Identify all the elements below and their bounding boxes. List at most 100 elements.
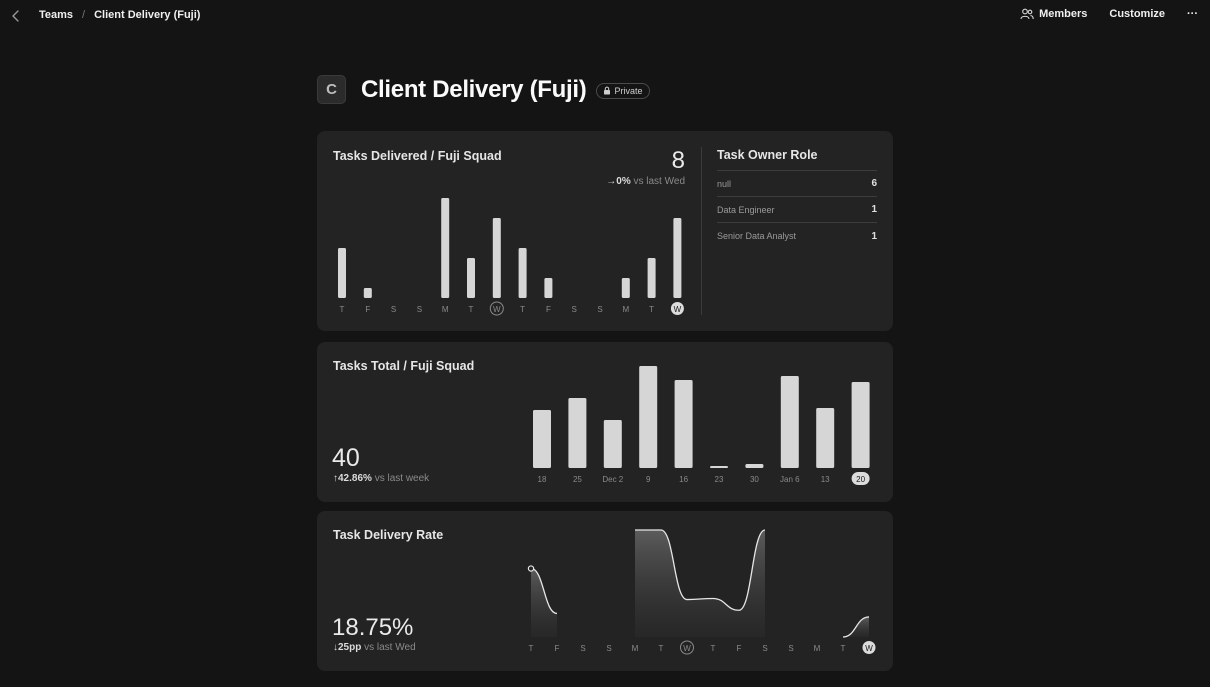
x-tick-label: W: [493, 305, 501, 314]
bar: [851, 382, 870, 468]
x-tick-label: 9: [646, 475, 651, 484]
x-tick-label: T: [340, 305, 345, 314]
x-tick-label: S: [417, 305, 422, 314]
x-tick-label: S: [572, 305, 577, 314]
bar: [673, 218, 682, 298]
tasks-delivered-card[interactable]: Tasks Delivered / Fuji Squad 8 →0% vs la…: [317, 131, 893, 331]
breadcrumb-current: Client Delivery (Fuji): [94, 9, 201, 21]
top-bar: Teams / Client Delivery (Fuji) Members C…: [0, 0, 1210, 32]
x-tick-label: Jan 6: [780, 475, 800, 484]
bar: [518, 248, 527, 298]
x-tick-label: T: [841, 644, 846, 653]
x-tick-label: F: [737, 644, 742, 653]
owner-role-row[interactable]: null 6: [717, 171, 877, 197]
privacy-badge: Private: [596, 82, 651, 99]
privacy-label: Private: [614, 85, 643, 96]
owner-role-count: 1: [871, 230, 877, 242]
bar: [639, 366, 658, 468]
bar: [533, 410, 551, 468]
bar: [363, 288, 372, 298]
x-tick-label: S: [606, 644, 611, 653]
more-options-icon[interactable]: ···: [1187, 8, 1198, 20]
series-line: [530, 567, 558, 615]
task-owner-role-panel: Task Owner Role null 6 Data Engineer 1 S…: [717, 147, 877, 249]
owner-role-label: Data Engineer: [717, 204, 775, 215]
bar: [647, 258, 656, 298]
selected-tick-marker: [862, 641, 876, 654]
bar: [710, 466, 728, 468]
bar: [674, 380, 693, 468]
bar: [568, 398, 587, 468]
area-fill: [635, 530, 765, 637]
bar: [745, 464, 764, 468]
today-tick-marker: [680, 640, 694, 655]
delta-label: vs last Wed: [364, 642, 416, 653]
x-tick-label: T: [659, 644, 664, 653]
delivery-rate-title: Task Delivery Rate: [333, 528, 444, 542]
bar: [338, 248, 346, 298]
delta-label: vs last Wed: [633, 176, 686, 187]
series-line: [842, 616, 870, 638]
owner-role-count: 6: [871, 178, 877, 189]
x-tick-label: F: [546, 305, 551, 314]
x-tick-label: 16: [679, 475, 688, 484]
delivery-rate-delta: ↓25pp vs last Wed: [333, 642, 416, 653]
x-tick-label: S: [580, 644, 585, 653]
arrow-down-icon: ↓: [333, 642, 338, 653]
bar: [492, 218, 501, 298]
owner-role-label: null: [717, 178, 732, 189]
x-tick-label: S: [391, 305, 396, 314]
x-tick-label: 30: [750, 475, 759, 484]
page-title: Client Delivery (Fuji): [361, 75, 587, 103]
customize-button[interactable]: Customize: [1109, 8, 1165, 20]
area-fill: [531, 568, 557, 637]
bar: [621, 278, 630, 298]
members-label: Members: [1039, 8, 1088, 20]
x-tick-label: M: [622, 305, 629, 314]
header-actions: Members Customize ···: [1020, 8, 1198, 20]
bar: [816, 408, 835, 468]
x-tick-label: W: [674, 305, 682, 314]
arrow-right-icon: →: [606, 176, 617, 187]
tasks-delivered-value: 8: [671, 147, 685, 174]
delta-value: 0%: [616, 176, 631, 187]
x-tick-label: 25: [573, 475, 582, 484]
tasks-delivered-delta: →0% vs last Wed: [606, 176, 685, 187]
x-tick-label: T: [469, 305, 474, 314]
arrow-up-icon: ↑: [333, 473, 338, 484]
owner-role-count: 1: [871, 204, 877, 215]
tasks-total-title: Tasks Total / Fuji Squad: [333, 359, 475, 373]
x-tick-label: T: [529, 644, 534, 653]
first-point-marker: [527, 565, 535, 572]
tasks-total-card[interactable]: Tasks Total / Fuji Squad 40 ↑42.86% vs l…: [317, 342, 893, 502]
tasks-total-chart: 18 25 Dec 2 9 16 23 30 Jan 6 13 20: [533, 366, 870, 485]
selected-tick-marker: [851, 472, 870, 485]
team-header: C Client Delivery (Fuji) Private: [317, 75, 651, 104]
tasks-total-delta: ↑42.86% vs last week: [333, 473, 429, 484]
tasks-delivered-title: Tasks Delivered / Fuji Squad: [333, 149, 502, 163]
x-tick-label: 18: [538, 475, 547, 484]
x-tick-label: W: [683, 644, 691, 653]
x-tick-label: T: [520, 305, 525, 314]
x-tick-label: M: [632, 644, 639, 653]
x-tick-label: 20: [856, 475, 865, 484]
members-button[interactable]: Members: [1020, 8, 1087, 20]
x-tick-label: M: [442, 305, 449, 314]
delta-value: 42.86%: [338, 473, 372, 484]
series-line: [635, 529, 766, 611]
delta-label: vs last week: [374, 473, 430, 484]
back-chevron-icon[interactable]: [8, 8, 24, 24]
x-tick-label: S: [597, 305, 602, 314]
x-tick-label: T: [649, 305, 654, 314]
breadcrumb-teams-link[interactable]: Teams: [39, 9, 74, 21]
task-delivery-rate-card[interactable]: Task Delivery Rate 18.75% ↓25pp vs last …: [317, 511, 893, 671]
bar: [467, 258, 475, 298]
owner-role-row[interactable]: Data Engineer 1: [717, 197, 877, 223]
owner-role-title: Task Owner Role: [717, 147, 877, 171]
owner-role-label: Senior Data Analyst: [717, 231, 797, 241]
bar: [780, 376, 799, 468]
delivery-rate-value: 18.75%: [332, 614, 414, 641]
owner-role-row[interactable]: Senior Data Analyst 1: [717, 223, 877, 249]
